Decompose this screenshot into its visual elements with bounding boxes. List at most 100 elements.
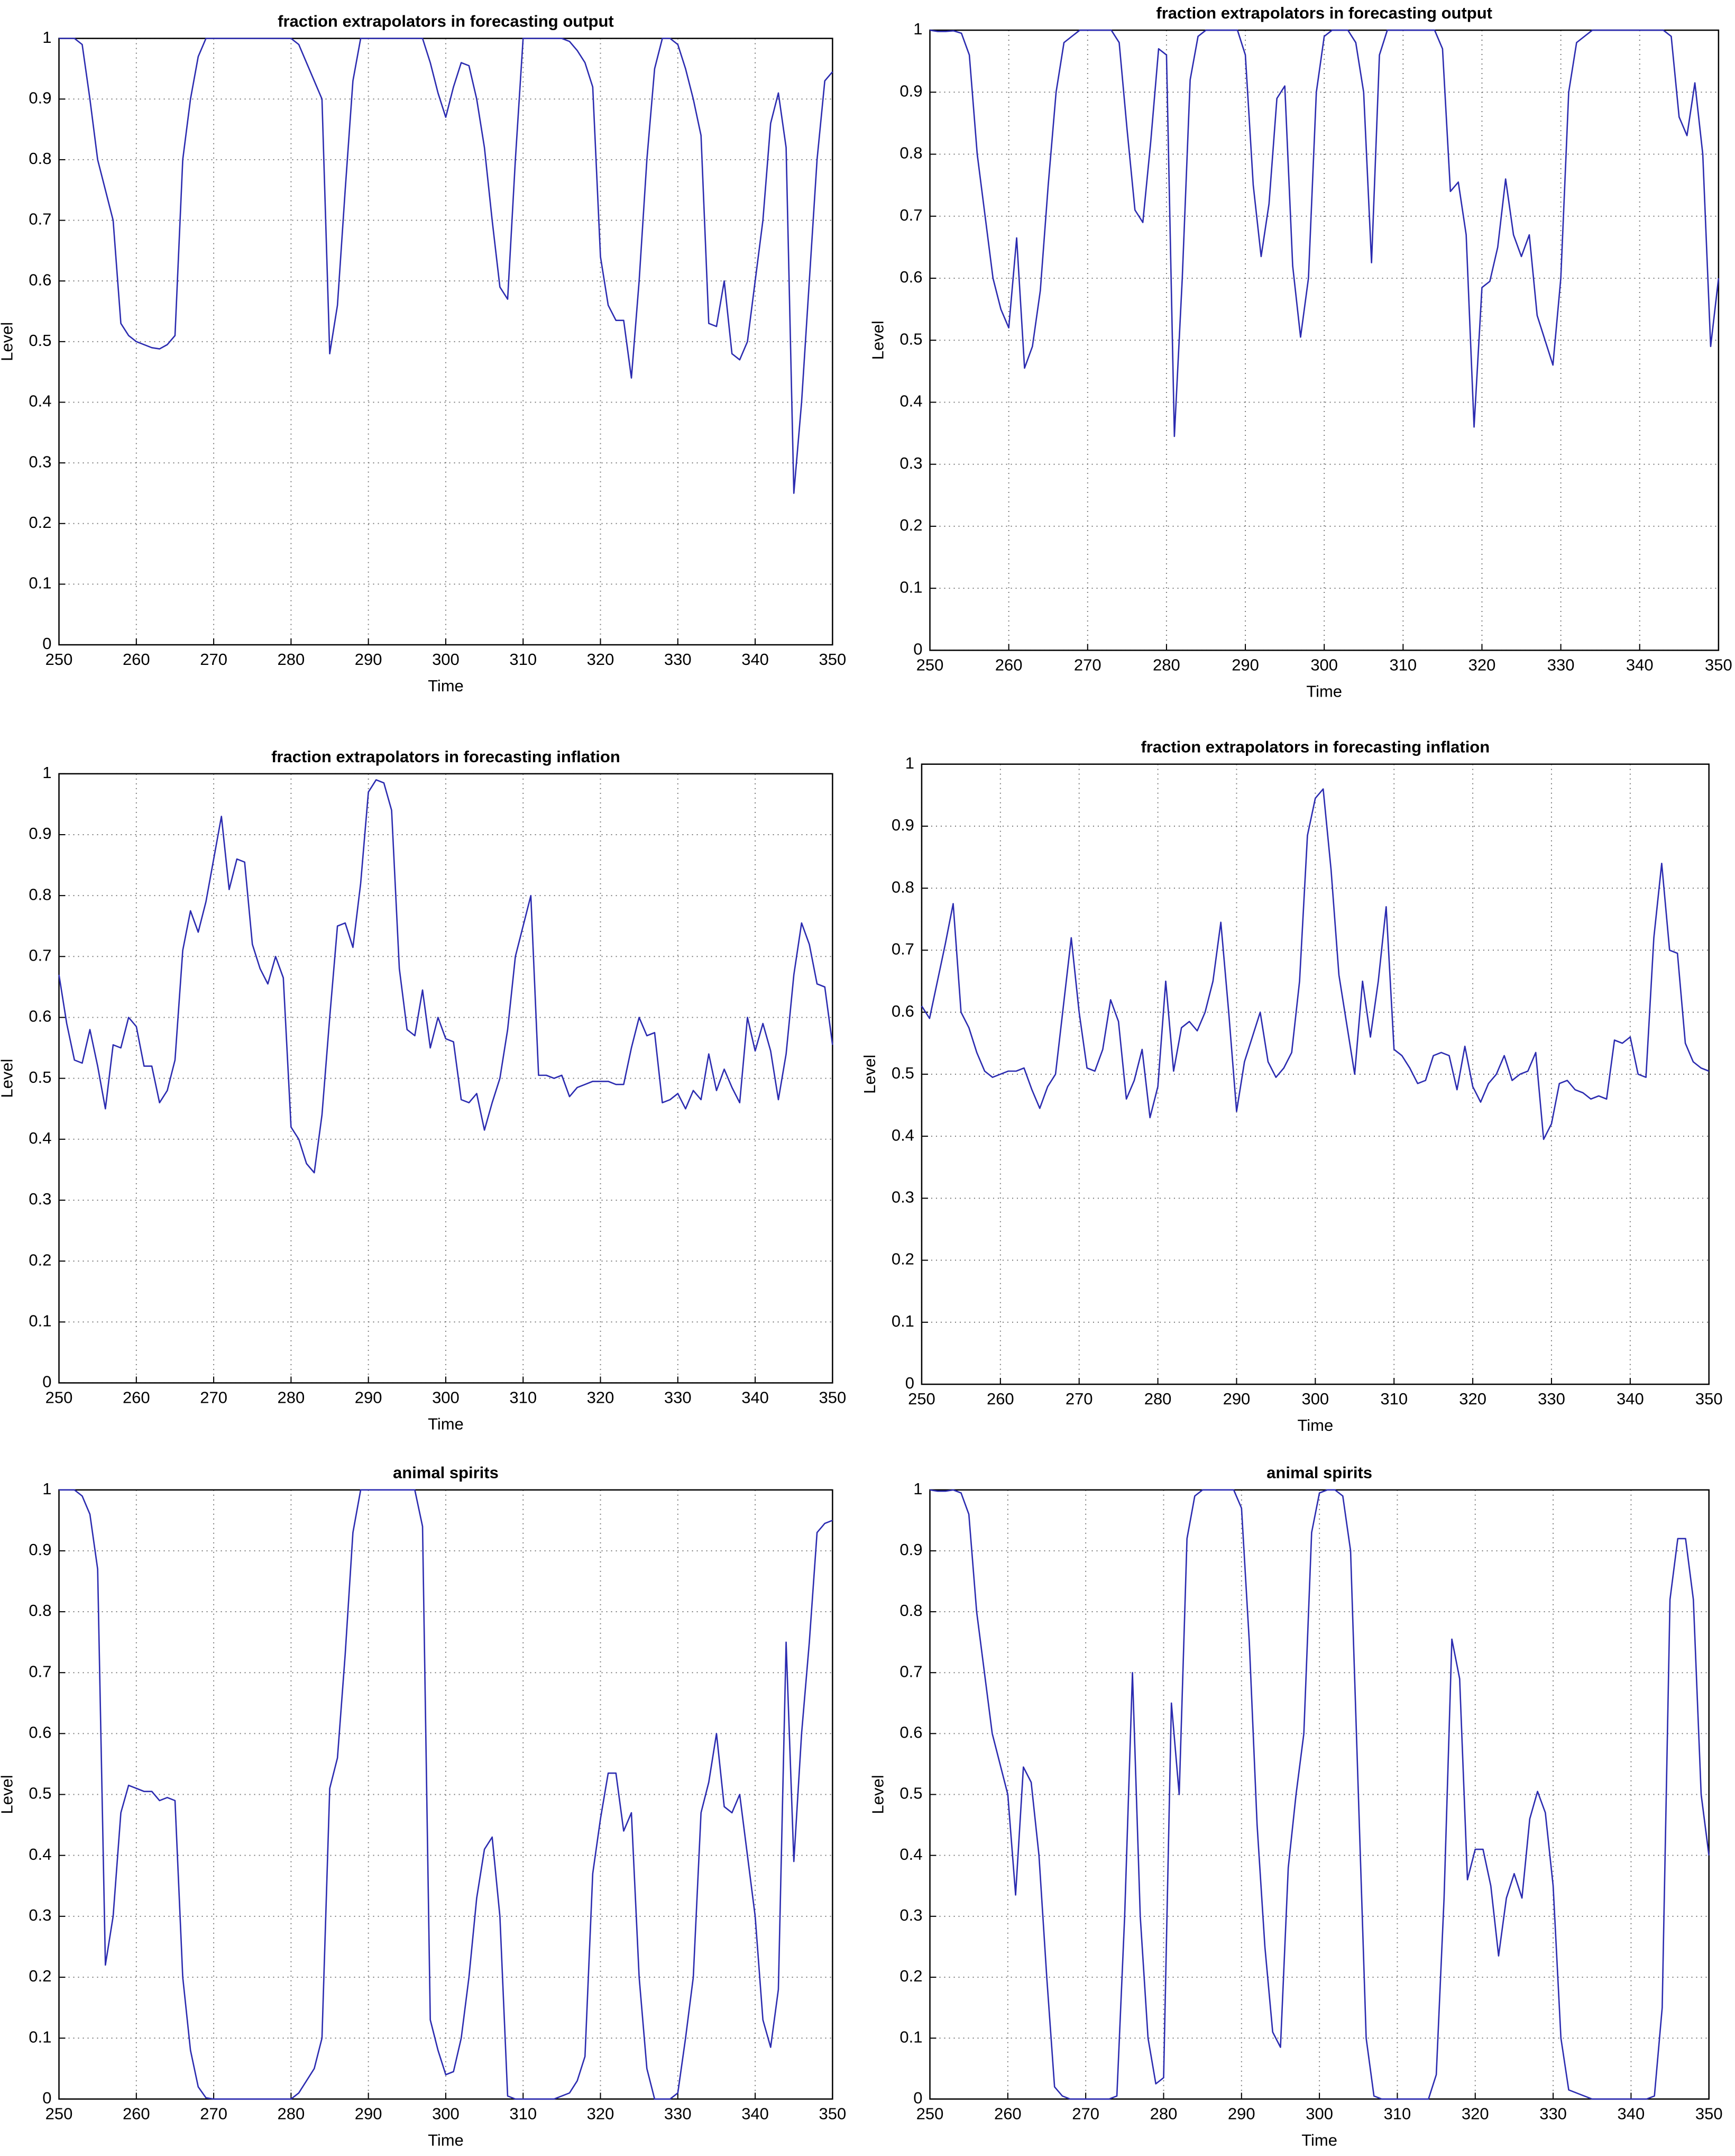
x-tick-label: 290: [1228, 2105, 1255, 2123]
x-tick-label: 260: [987, 1390, 1014, 1408]
x-tick-label: 340: [741, 2105, 769, 2123]
x-tick-label: 280: [278, 650, 305, 669]
chart-title: fraction extrapolators in forecasting in…: [1141, 738, 1490, 756]
y-tick-label: 0.7: [29, 1662, 51, 1680]
y-axis-label: Level: [869, 1775, 887, 1814]
y-tick-label: 0.9: [899, 1540, 922, 1559]
x-tick-label: 260: [994, 2105, 1022, 2123]
y-tick-label: 0.8: [29, 149, 51, 168]
x-tick-label: 330: [664, 2105, 692, 2123]
data-line: [930, 1489, 1710, 2100]
x-tick-label: 270: [1072, 2105, 1099, 2123]
y-tick-label: 0.1: [29, 574, 51, 592]
axes-frame: [929, 1489, 1710, 2100]
y-tick-label: 0.6: [899, 268, 922, 286]
x-axis-label: Time: [428, 1414, 464, 1433]
x-tick-label: 310: [1384, 2105, 1411, 2123]
y-tick-label: 0.3: [29, 452, 51, 471]
x-tick-label: 350: [1705, 656, 1732, 674]
y-tick-label: 0.6: [29, 1007, 51, 1026]
x-tick-label: 350: [819, 650, 846, 669]
y-tick-label: 0.4: [899, 1845, 922, 1863]
y-tick-label: 0.7: [29, 210, 51, 229]
x-tick-label: 250: [916, 2105, 944, 2123]
chart-panel: 250 260 270 280 290 300 310 320 330 340 350 0 0.1 0.2…: [869, 4, 1732, 700]
chart-title: animal spirits: [393, 1464, 499, 1482]
x-tick-label: 270: [1066, 1390, 1093, 1408]
data-line: [921, 788, 1710, 1140]
y-tick-label: 0.5: [29, 1784, 51, 1803]
x-tick-label: 270: [1074, 656, 1101, 674]
y-tick-label: 0.8: [29, 885, 51, 903]
y-tick-label: 0.8: [892, 878, 914, 896]
y-tick-label: 0.2: [899, 1967, 922, 1985]
y-tick-label: 0.2: [899, 516, 922, 534]
x-tick-label: 320: [1468, 656, 1496, 674]
y-tick-label: 0.6: [29, 1723, 51, 1742]
x-tick-label: 340: [1618, 2105, 1645, 2123]
x-tick-label: 320: [587, 2105, 614, 2123]
x-tick-label: 270: [200, 1388, 227, 1407]
y-tick-label: 0.2: [892, 1250, 914, 1268]
y-tick-label: 0.9: [899, 81, 922, 100]
x-tick-label: 290: [355, 650, 382, 669]
chart-panel: 250 260 270 280 290 300 310 320 330 340 350 0 0.1 0.2…: [860, 738, 1723, 1435]
y-tick-label: 0.5: [29, 331, 51, 350]
x-axis-label: Time: [1297, 1416, 1333, 1435]
x-tick-label: 280: [1153, 656, 1180, 674]
y-tick-label: 0.4: [29, 1845, 51, 1863]
chart-panel: 250 260 270 280 290 300 310 320 330 340 350 0 0.1 0.2…: [0, 12, 846, 695]
x-tick-label: 290: [1223, 1390, 1251, 1408]
axes-frame: [921, 763, 1710, 1385]
y-tick-label: 0.3: [899, 1906, 922, 1924]
x-tick-label: 330: [1547, 656, 1575, 674]
x-axis-label: Time: [1306, 682, 1342, 700]
x-tick-label: 350: [819, 2105, 846, 2123]
x-tick-label: 290: [1232, 656, 1259, 674]
y-tick-label: 0.5: [29, 1068, 51, 1086]
y-tick-label: 0.4: [892, 1126, 914, 1144]
y-tick-label: 0.6: [892, 1002, 914, 1020]
y-tick-label: 0.8: [29, 1601, 51, 1620]
x-tick-label: 300: [1301, 1390, 1329, 1408]
x-tick-label: 280: [278, 1388, 305, 1407]
x-tick-label: 280: [1144, 1390, 1172, 1408]
y-axis-label: Level: [0, 1775, 16, 1814]
x-tick-label: 350: [1695, 1390, 1723, 1408]
x-tick-label: 250: [908, 1390, 935, 1408]
y-tick-label: 0.4: [29, 392, 51, 410]
data-line: [930, 29, 1720, 437]
y-tick-label: 0.4: [29, 1129, 51, 1147]
axes-frame: [58, 38, 833, 646]
chart-panel: 250 260 270 280 290 300 310 320 330 340 350 0 0.1 0.2…: [0, 1464, 846, 2150]
y-tick-label: 0.1: [899, 2027, 922, 2046]
y-tick-label: 0: [42, 2089, 51, 2107]
y-tick-label: 1: [913, 20, 922, 38]
x-tick-label: 300: [432, 1388, 460, 1407]
x-axis-label: Time: [1301, 2131, 1337, 2149]
y-tick-label: 1: [42, 28, 51, 47]
x-tick-label: 350: [1695, 2105, 1723, 2123]
y-tick-label: 0.9: [29, 824, 51, 843]
chart-panel: 250 260 270 280 290 300 310 320 330 340 350 0 0.1 0.2…: [0, 747, 846, 1433]
y-tick-label: 0.6: [29, 270, 51, 289]
x-tick-label: 300: [1306, 2105, 1333, 2123]
x-tick-label: 340: [741, 1388, 769, 1407]
y-axis-label: Level: [860, 1055, 879, 1094]
y-tick-label: 0.5: [899, 1784, 922, 1803]
y-axis-label: Level: [0, 322, 16, 361]
x-tick-label: 300: [432, 650, 460, 669]
x-tick-label: 260: [123, 1388, 150, 1407]
y-tick-label: 0.3: [29, 1906, 51, 1924]
y-tick-label: 0.1: [899, 578, 922, 596]
axes-frame: [58, 1489, 833, 2100]
data-line: [59, 38, 833, 494]
y-tick-label: 0.2: [29, 513, 51, 532]
x-tick-label: 320: [587, 1388, 614, 1407]
x-tick-label: 310: [1380, 1390, 1408, 1408]
y-axis-label: Level: [869, 321, 887, 360]
x-tick-label: 310: [509, 2105, 537, 2123]
y-tick-label: 0.2: [29, 1250, 51, 1269]
y-axis-label: Level: [0, 1059, 16, 1098]
x-tick-label: 260: [123, 650, 150, 669]
